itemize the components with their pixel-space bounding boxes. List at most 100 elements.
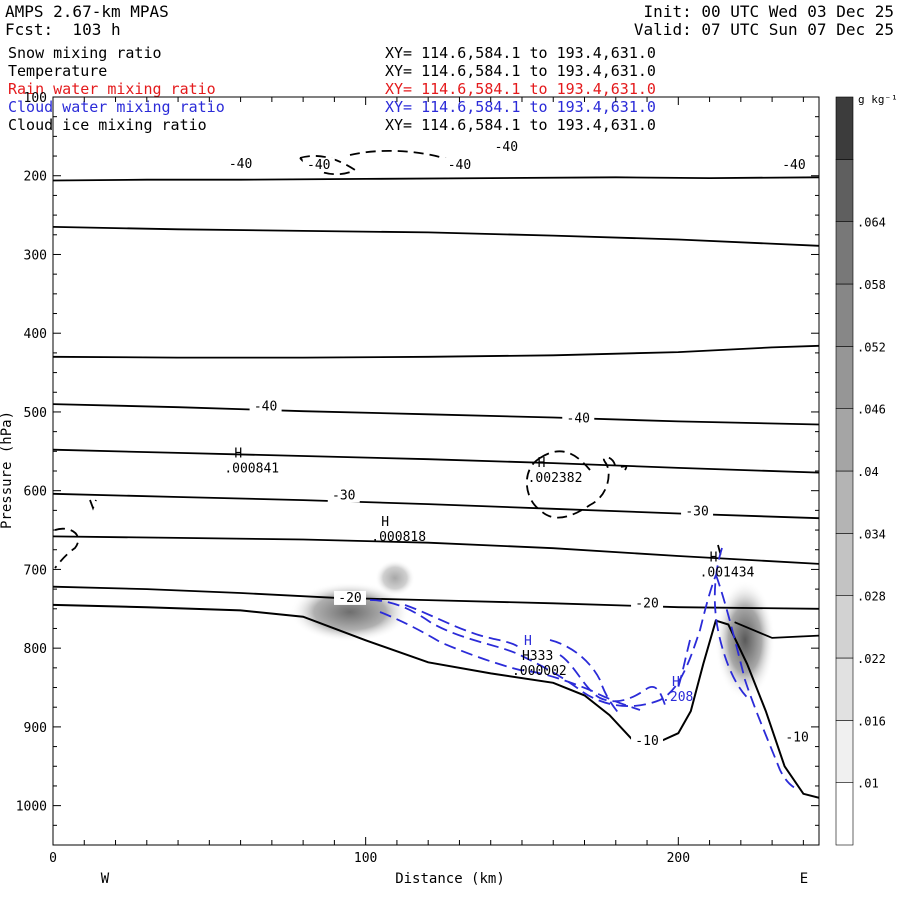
- colorbar-level-label: .064: [857, 216, 886, 230]
- colorbar: .01 .016 .022 .028 .034 .04 .046 .052 .058 .064: [835, 96, 886, 846]
- cloud-ice-contour-west: [54, 527, 80, 569]
- terrain-profile: [53, 603, 819, 799]
- y-tick-label: 900: [24, 721, 47, 736]
- colorbar-swatch: [835, 657, 854, 721]
- isotherm-label-bg: [562, 411, 595, 426]
- isotherm-line: [734, 621, 819, 639]
- maximum-marker: H: [710, 551, 718, 566]
- colorbar-swatch: [835, 159, 854, 222]
- isotherm-label: -40: [567, 411, 590, 426]
- y-tick-label: 300: [24, 248, 47, 263]
- plot-area: -40 -40 -40-40-40-40-40-30-30-20 -20-10-10 …: [53, 139, 819, 799]
- maximum-value: .208: [662, 690, 693, 705]
- field-cloudwater-name: Cloud water mixing ratio: [8, 98, 225, 116]
- maximum-marker: H: [538, 456, 546, 471]
- isotherm-label: -20: [338, 591, 361, 606]
- colorbar-unit: g kg⁻¹: [858, 93, 898, 106]
- isotherm-label: -40: [448, 158, 471, 173]
- maximum-marker: H: [672, 675, 680, 690]
- field-rain-name: Rain water mixing ratio: [8, 80, 216, 98]
- isotherm-label: -40: [495, 140, 518, 155]
- cloud-ice-contour-center: [525, 456, 628, 519]
- x-tick-label: 200: [667, 851, 690, 866]
- isotherm-label: -40: [782, 158, 805, 173]
- cloud-ice-contour-center-top: [539, 450, 591, 471]
- field-cloudice-name: Cloud ice mixing ratio: [8, 116, 207, 134]
- maximum-value: .002382: [528, 471, 583, 486]
- maximum-marker: H: [381, 515, 389, 530]
- isotherm-line: [53, 448, 819, 474]
- isotherm-line: [53, 492, 819, 520]
- colorbar-swatch: [835, 221, 854, 285]
- maximum-value: .000002: [512, 664, 567, 679]
- east-label: E: [800, 871, 808, 887]
- colorbar-level-label: .01: [857, 777, 879, 791]
- cloud-water-contour-8: [677, 639, 691, 689]
- snow-shading-west-upper: [375, 560, 415, 596]
- cloud-water-contour-6: [715, 574, 796, 789]
- cloud-water-contour-2: [379, 611, 641, 711]
- terrain-line: [53, 603, 819, 799]
- x-tick-label: 100: [354, 851, 377, 866]
- y-tick-label: 700: [24, 563, 47, 578]
- colorbar-swatch: [835, 408, 854, 472]
- field-rain-xy: XY= 114.6,584.1 to 193.4,631.0: [385, 80, 656, 98]
- maximum-marker: H: [234, 447, 242, 462]
- cloud-water-contours: [369, 547, 796, 789]
- isotherm-label: -10: [785, 730, 808, 745]
- isotherm-labels: -40 -40 -40 -40 -40 -40 -40 -30 -30 -20 -20 -10 -10: [224, 139, 814, 749]
- maxima-labels: H.000841H.000818H.002382H.001434H333.000…: [224, 447, 754, 705]
- isotherm-label-bg: [777, 157, 810, 172]
- cloud-water-maximum-marker: H: [524, 634, 532, 649]
- isotherm-label-bg: [781, 730, 814, 745]
- colorbar-level-label: .052: [857, 340, 886, 354]
- maximum-marker: H333: [522, 649, 553, 664]
- model-title: AMPS 2.67-km MPAS: [5, 2, 169, 21]
- isotherm-label: -20: [635, 596, 658, 611]
- colorbar-level-label: .022: [857, 652, 886, 666]
- isotherm-line: [53, 226, 819, 247]
- colorbar-swatch: [835, 283, 854, 347]
- isotherm-label-bg: [224, 157, 257, 172]
- colorbar-swatch: [835, 96, 854, 160]
- maximum-value: .001434: [700, 566, 755, 581]
- colorbar-swatch: [835, 720, 854, 783]
- plot-frame: [52, 96, 820, 846]
- field-cloudwater-xy: XY= 114.6,584.1 to 193.4,631.0: [385, 98, 656, 116]
- y-tick-label: 1000: [16, 800, 47, 815]
- colorbar-swatch: [835, 533, 854, 596]
- colorbar-level-label: .034: [857, 527, 886, 541]
- field-temperature-name: Temperature: [8, 62, 108, 80]
- colorbar-swatch: [835, 470, 854, 534]
- x-axis-label: Distance (km): [395, 871, 505, 887]
- isotherm-label: -40: [307, 158, 330, 173]
- maximum-value: .000818: [371, 530, 426, 545]
- cloud-water-contour-4: [549, 639, 621, 716]
- y-tick-label: 200: [24, 170, 47, 185]
- colorbar-level-label: .04: [857, 465, 879, 479]
- colorbar-swatch: [835, 782, 854, 846]
- y-tick-label: 800: [24, 642, 47, 657]
- field-snow-xy: XY= 114.6,584.1 to 193.4,631.0: [385, 44, 656, 62]
- isotherm-label-bg: [249, 399, 282, 414]
- west-label: W: [101, 871, 110, 887]
- cloud-water-contour-7: [713, 547, 751, 701]
- isotherm-label: -30: [332, 489, 355, 504]
- y-tick-label: 100: [24, 91, 47, 106]
- cloud-water-contour-3: [404, 604, 521, 649]
- y-axis: 100 200 300 400 500 600 700 800 900 1000: [16, 91, 819, 826]
- isotherm-label-bg: [302, 157, 335, 172]
- isotherm-label-bg: [631, 734, 664, 749]
- snow-shading-east: [715, 580, 775, 700]
- x-axis: 0 100 200: [49, 97, 804, 866]
- y-tick-label: 400: [24, 327, 47, 342]
- cloud-ice-contour-west-small: [89, 499, 97, 511]
- valid-time: Valid: 07 UTC Sun 07 Dec 25: [633, 20, 894, 39]
- forecast-hour: Fcst: 103 h: [5, 20, 121, 39]
- isotherm-label: -40: [229, 157, 252, 172]
- isotherm-label: -40: [254, 400, 277, 415]
- isotherm-label-bg: [443, 157, 476, 172]
- field-cloudice-xy: XY= 114.6,584.1 to 193.4,631.0: [385, 116, 656, 134]
- colorbar-level-label: .046: [857, 403, 886, 417]
